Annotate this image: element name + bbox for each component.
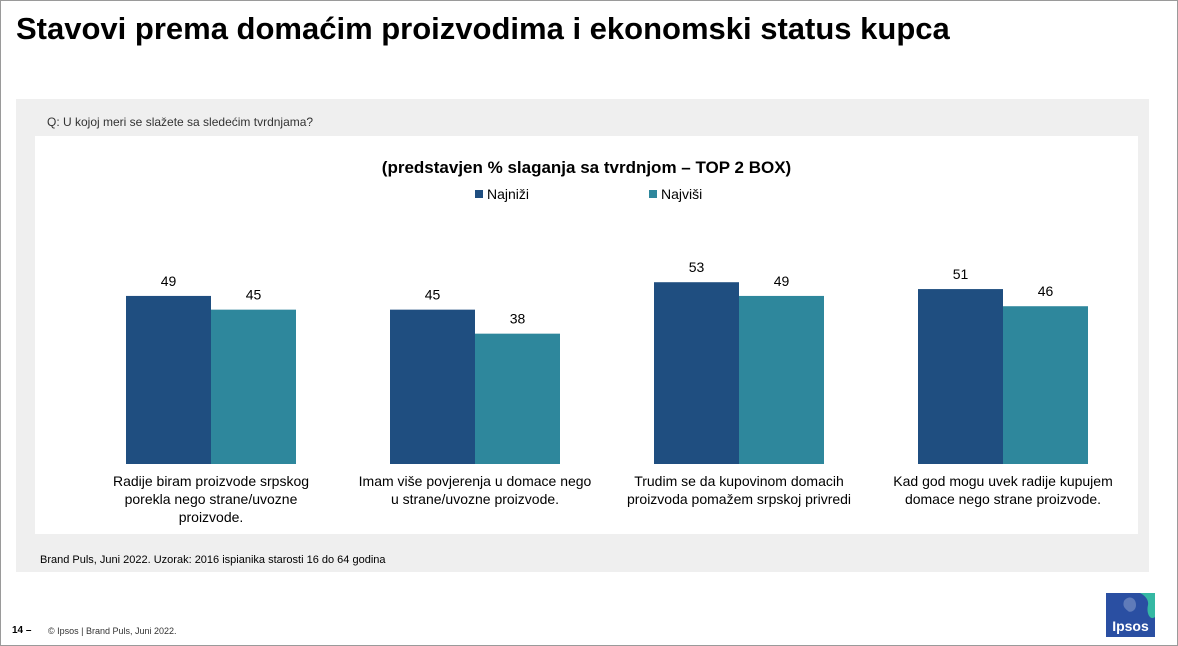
logo-wave-icon: [1123, 593, 1155, 619]
data-label-najnizi-3: 53: [689, 259, 705, 275]
legend-item-najvisi: Najviši: [649, 186, 702, 202]
category-label-1: Radije biram proizvode srpskog porekla ne…: [113, 473, 309, 525]
logo-text: Ipsos: [1112, 618, 1149, 634]
legend-swatch-najvisi: [649, 190, 657, 198]
data-label-najvisi-4: 46: [1038, 283, 1054, 299]
bar-najnizi-1: [126, 295, 211, 464]
data-label-najnizi-2: 45: [425, 287, 441, 303]
ipsos-logo: Ipsos: [1106, 593, 1155, 637]
category-label-3: Trudim se da kupovinom domacih proizvoda …: [627, 473, 851, 507]
legend-label-najnizi: Najniži: [487, 186, 530, 202]
chart-title: (predstavjen % slaganja sa tvrdnjom – TO…: [381, 158, 792, 177]
copyright-note: © Ipsos | Brand Puls, Juni 2022.: [48, 626, 177, 636]
legend-item-najnizi: Najniži: [475, 186, 529, 202]
page-number: 14 –: [12, 625, 32, 636]
data-label-najnizi-1: 49: [161, 273, 177, 289]
slide-title: Stavovi prema domaćim proizvodima i ekon…: [16, 11, 950, 46]
data-label-najvisi-2: 38: [510, 311, 526, 327]
category-label-2: Imam više povjerenja u domace nego u stra…: [359, 473, 592, 507]
data-label-najnizi-4: 51: [953, 266, 969, 282]
bar-najnizi-3: [654, 282, 739, 464]
bar-najvisi-4: [1003, 306, 1088, 464]
legend-label-najvisi: Najviši: [661, 186, 703, 202]
bar-najnizi-2: [390, 309, 475, 464]
bar-najvisi-3: [739, 295, 824, 464]
data-label-najvisi-1: 45: [246, 287, 262, 303]
bar-najvisi-1: [211, 309, 296, 464]
source-note: Brand Puls, Juni 2022. Uzorak: 2016 ispi…: [40, 554, 386, 566]
bar-najvisi-2: [475, 333, 560, 464]
data-label-najvisi-3: 49: [774, 273, 790, 289]
bar-najnizi-4: [918, 289, 1003, 464]
survey-question: Q: U kojoj meri se slažete sa sledećim t…: [47, 115, 314, 129]
legend-swatch-najnizi: [475, 190, 483, 198]
category-label-4: Kad god mogu uvek radije kupujem domace n…: [893, 473, 1112, 507]
